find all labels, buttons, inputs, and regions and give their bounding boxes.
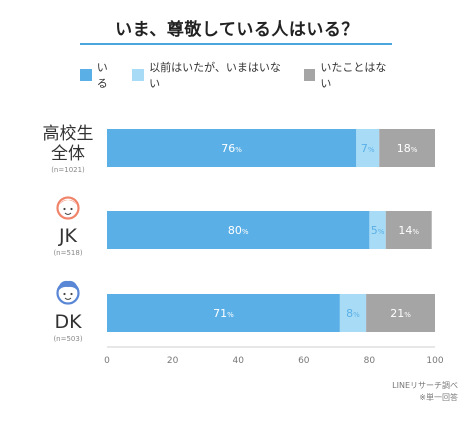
legend-swatch-past [132,69,145,81]
bar-value-label: 76% [221,142,242,155]
category-label: 高校生 [43,124,94,144]
girl-eye-icon [70,207,73,211]
chart-title: いま、尊敬している人はいる？ [115,20,359,40]
boy-eye-icon [70,292,73,296]
bar-segment [366,294,435,332]
bar-value-label: 7% [361,142,375,155]
bar-value-label: 80% [228,224,249,237]
legend-swatch-present [80,69,92,81]
x-tick-label-0: 0 [104,356,110,366]
category-sample-size: (n=518) [53,249,82,257]
x-tick-label-20: 20 [167,356,179,366]
x-tick-label-80: 80 [364,356,376,366]
legend-swatch-never [303,69,316,81]
bar-value-label: 8% [346,307,360,320]
source-note: LINEリサーチ調べ ※単一回答 [392,380,458,404]
bar-value-label: 5% [371,224,385,237]
legend-label-present: いる [96,61,108,90]
x-tick-label-60: 60 [298,356,310,366]
bar-segment [107,294,340,332]
bar-segment [379,129,435,167]
boy-hair-icon [58,280,78,291]
category-label: JK [58,225,78,247]
girl-face-icon [56,196,80,220]
bar-value-label: 14% [398,224,419,237]
bar-segment [385,211,432,249]
legend-label-past: 以前はいたが、いまはいない [149,61,281,90]
girl-hair-icon [59,199,77,205]
bar-value-label: 71% [213,307,234,320]
girl-eye-icon [63,207,66,211]
bar-segment [107,129,357,167]
x-tick-label-100: 100 [426,356,443,366]
girl-mouth-icon [64,212,72,215]
bar-segment [356,129,380,167]
boy-eye-icon [63,292,66,296]
boy-mouth-icon [64,297,72,300]
bar-value-label: 18% [397,142,418,155]
legend-item-present: いる [80,59,118,91]
bar-segment [107,211,370,249]
x-tick-label-40: 40 [232,356,244,366]
title-underline [80,43,392,45]
chart-legend: いる 以前はいたが、いまはいない いたことはない [80,61,410,90]
answer-type-note: ※単一回答 [419,393,458,402]
category-label: 全体 [51,144,85,164]
source-line: LINEリサーチ調べ [392,381,458,390]
bar-segment [339,294,367,332]
legend-label-never: いたことはない [320,61,387,90]
legend-item-past: 以前はいたが、いまはいない [132,59,289,91]
legend-item-never: いたことはない [303,59,396,91]
category-label: DK [54,311,82,333]
bar-segment [369,211,386,249]
category-sample-size: (n=1021) [51,166,85,174]
category-sample-size: (n=503) [53,335,82,343]
bar-value-label: 21% [390,307,411,320]
